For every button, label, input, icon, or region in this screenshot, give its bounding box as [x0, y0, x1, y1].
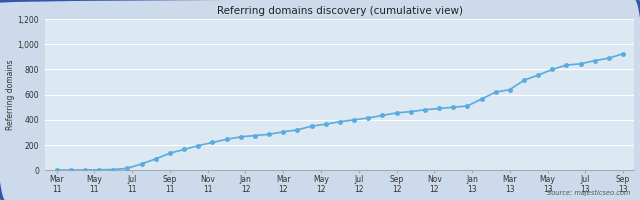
Title: Referring domains discovery (cumulative view): Referring domains discovery (cumulative … — [217, 6, 463, 16]
Text: Source: majesticseo.com: Source: majesticseo.com — [547, 190, 630, 196]
Y-axis label: Referring domains: Referring domains — [6, 59, 15, 130]
